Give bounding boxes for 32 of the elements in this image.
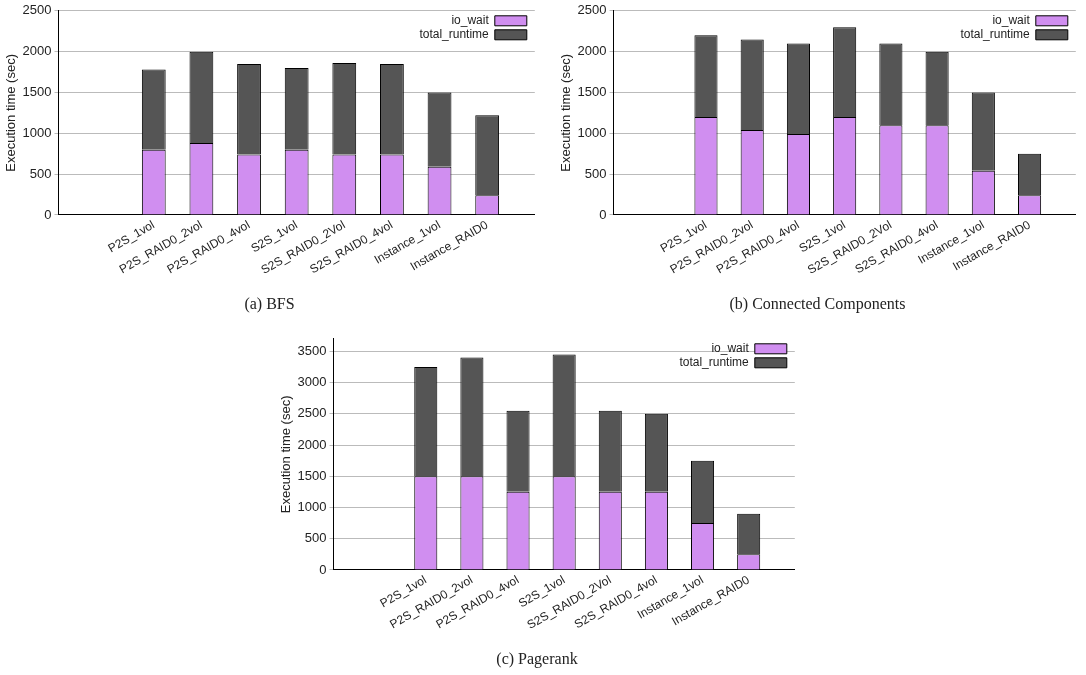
text: (c) Pagerank [496, 649, 578, 668]
legend-label: total_runtime [419, 27, 490, 42]
y-tick-label: 1500 [577, 84, 607, 100]
y-tick-label: 500 [584, 165, 607, 181]
y-tick-label: 2500 [22, 2, 52, 18]
y-tick-label: 500 [304, 530, 327, 546]
text: (b) Connected Components [729, 294, 906, 313]
legend-label: total_runtime [960, 27, 1031, 42]
y-tick-label: 1000 [22, 124, 52, 140]
y-tick-label: 0 [319, 561, 327, 577]
y-tick-label: 500 [29, 165, 52, 181]
legend-label: io_wait [711, 341, 750, 356]
y-tick-label: 0 [599, 206, 607, 222]
y-tick-label: 2000 [577, 43, 607, 59]
y-tick-label: 2500 [297, 405, 327, 421]
y-tick-label: 1500 [22, 84, 52, 100]
y-tick-label: 2500 [577, 2, 607, 18]
y-tick-label: 3500 [297, 342, 327, 358]
y-tick-label: 0 [44, 206, 52, 222]
y-tick-label: 1500 [297, 467, 327, 483]
legend-label: io_wait [992, 13, 1031, 28]
y-axis-title: Execution time (sec) [278, 395, 294, 514]
y-tick-label: 1000 [297, 499, 327, 515]
y-axis-title: Execution time (sec) [558, 54, 574, 172]
legend-label: total_runtime [679, 355, 750, 370]
y-tick-label: 2000 [297, 436, 327, 452]
y-axis-title: Execution time (sec) [3, 54, 19, 172]
y-tick-label: 1000 [577, 124, 607, 140]
legend-label: io_wait [451, 13, 490, 28]
text: (a) BFS [244, 294, 295, 313]
y-tick-label: 3000 [297, 374, 327, 390]
y-tick-label: 2000 [22, 43, 52, 59]
